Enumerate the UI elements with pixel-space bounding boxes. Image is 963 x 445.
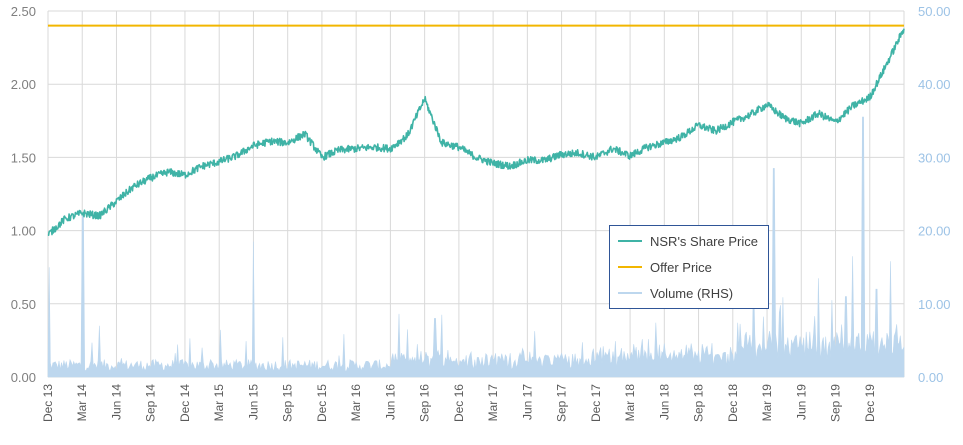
y-axis-left: 0.00 0.50 1.00 1.50 2.00 2.50	[11, 4, 36, 385]
y-right-tick-label: 40.00	[918, 77, 951, 92]
offer-price-swatch	[618, 266, 642, 268]
y-left-tick-label: 1.50	[11, 150, 36, 165]
legend-label-share-price: NSR's Share Price	[650, 233, 758, 249]
legend-item-volume: Volume (RHS)	[618, 283, 733, 303]
x-tick-label: Sep 14	[144, 384, 158, 422]
legend-item-share-price: NSR's Share Price	[618, 231, 758, 251]
x-tick-label: Mar 14	[75, 384, 89, 422]
x-tick-label: Sep 16	[418, 384, 432, 422]
x-axis: Dec 13 Mar 14 Jun 14 Sep 14 Dec 14 Mar 15 Jun …	[41, 384, 877, 422]
x-tick-label: Mar 17	[486, 384, 500, 422]
y-left-tick-label: 0.50	[11, 297, 36, 312]
x-tick-label: Jun 19	[794, 384, 808, 420]
x-tick-label: Sep 19	[829, 384, 843, 422]
x-tick-label: Mar 19	[760, 384, 774, 422]
x-tick-label: Dec 14	[178, 384, 192, 422]
x-tick-label: Dec 19	[863, 384, 877, 422]
x-tick-label: Dec 17	[589, 384, 603, 422]
x-tick-label: Sep 17	[555, 384, 569, 422]
x-tick-label: Jun 15	[246, 384, 260, 420]
x-tick-label: Jun 18	[657, 384, 671, 420]
legend-label-offer-price: Offer Price	[650, 259, 712, 275]
y-left-tick-label: 1.00	[11, 224, 36, 239]
volume-swatch	[618, 292, 642, 294]
y-right-tick-label: 50.00	[918, 4, 951, 19]
y-left-tick-label: 0.00	[11, 370, 36, 385]
y-right-tick-label: 20.00	[918, 224, 951, 239]
x-tick-label: Mar 18	[623, 384, 637, 422]
share-price-series	[47, 28, 905, 236]
x-tick-label: Jun 14	[109, 384, 123, 420]
x-tick-label: Jun 17	[520, 384, 534, 420]
share-price-swatch	[618, 240, 642, 242]
x-tick-label: Dec 16	[452, 384, 466, 422]
y-right-tick-label: 30.00	[918, 150, 951, 165]
x-tick-label: Sep 18	[692, 384, 706, 422]
x-tick-label: Sep 15	[281, 384, 295, 422]
x-tick-label: Mar 15	[212, 384, 226, 422]
share-price-line	[47, 28, 905, 236]
x-tick-label: Dec 13	[41, 384, 55, 422]
legend: NSR's Share Price Offer Price Volume (RH…	[609, 225, 769, 309]
y-left-tick-label: 2.00	[11, 77, 36, 92]
legend-label-volume: Volume (RHS)	[650, 285, 734, 301]
y-right-tick-label: 0.00	[918, 370, 943, 385]
x-tick-label: Dec 15	[315, 384, 329, 422]
grid	[47, 10, 905, 378]
volume-series	[47, 116, 905, 378]
y-right-tick-label: 10.00	[918, 297, 951, 312]
x-tick-label: Jun 16	[383, 384, 397, 420]
y-axis-right: 0.00 10.00 20.00 30.00 40.00 50.00	[918, 4, 951, 385]
volume-area	[47, 116, 905, 378]
legend-item-offer-price: Offer Price	[618, 257, 712, 277]
x-tick-label: Mar 16	[349, 384, 363, 422]
y-left-tick-label: 2.50	[11, 4, 36, 19]
x-tick-label: Dec 18	[726, 384, 740, 422]
